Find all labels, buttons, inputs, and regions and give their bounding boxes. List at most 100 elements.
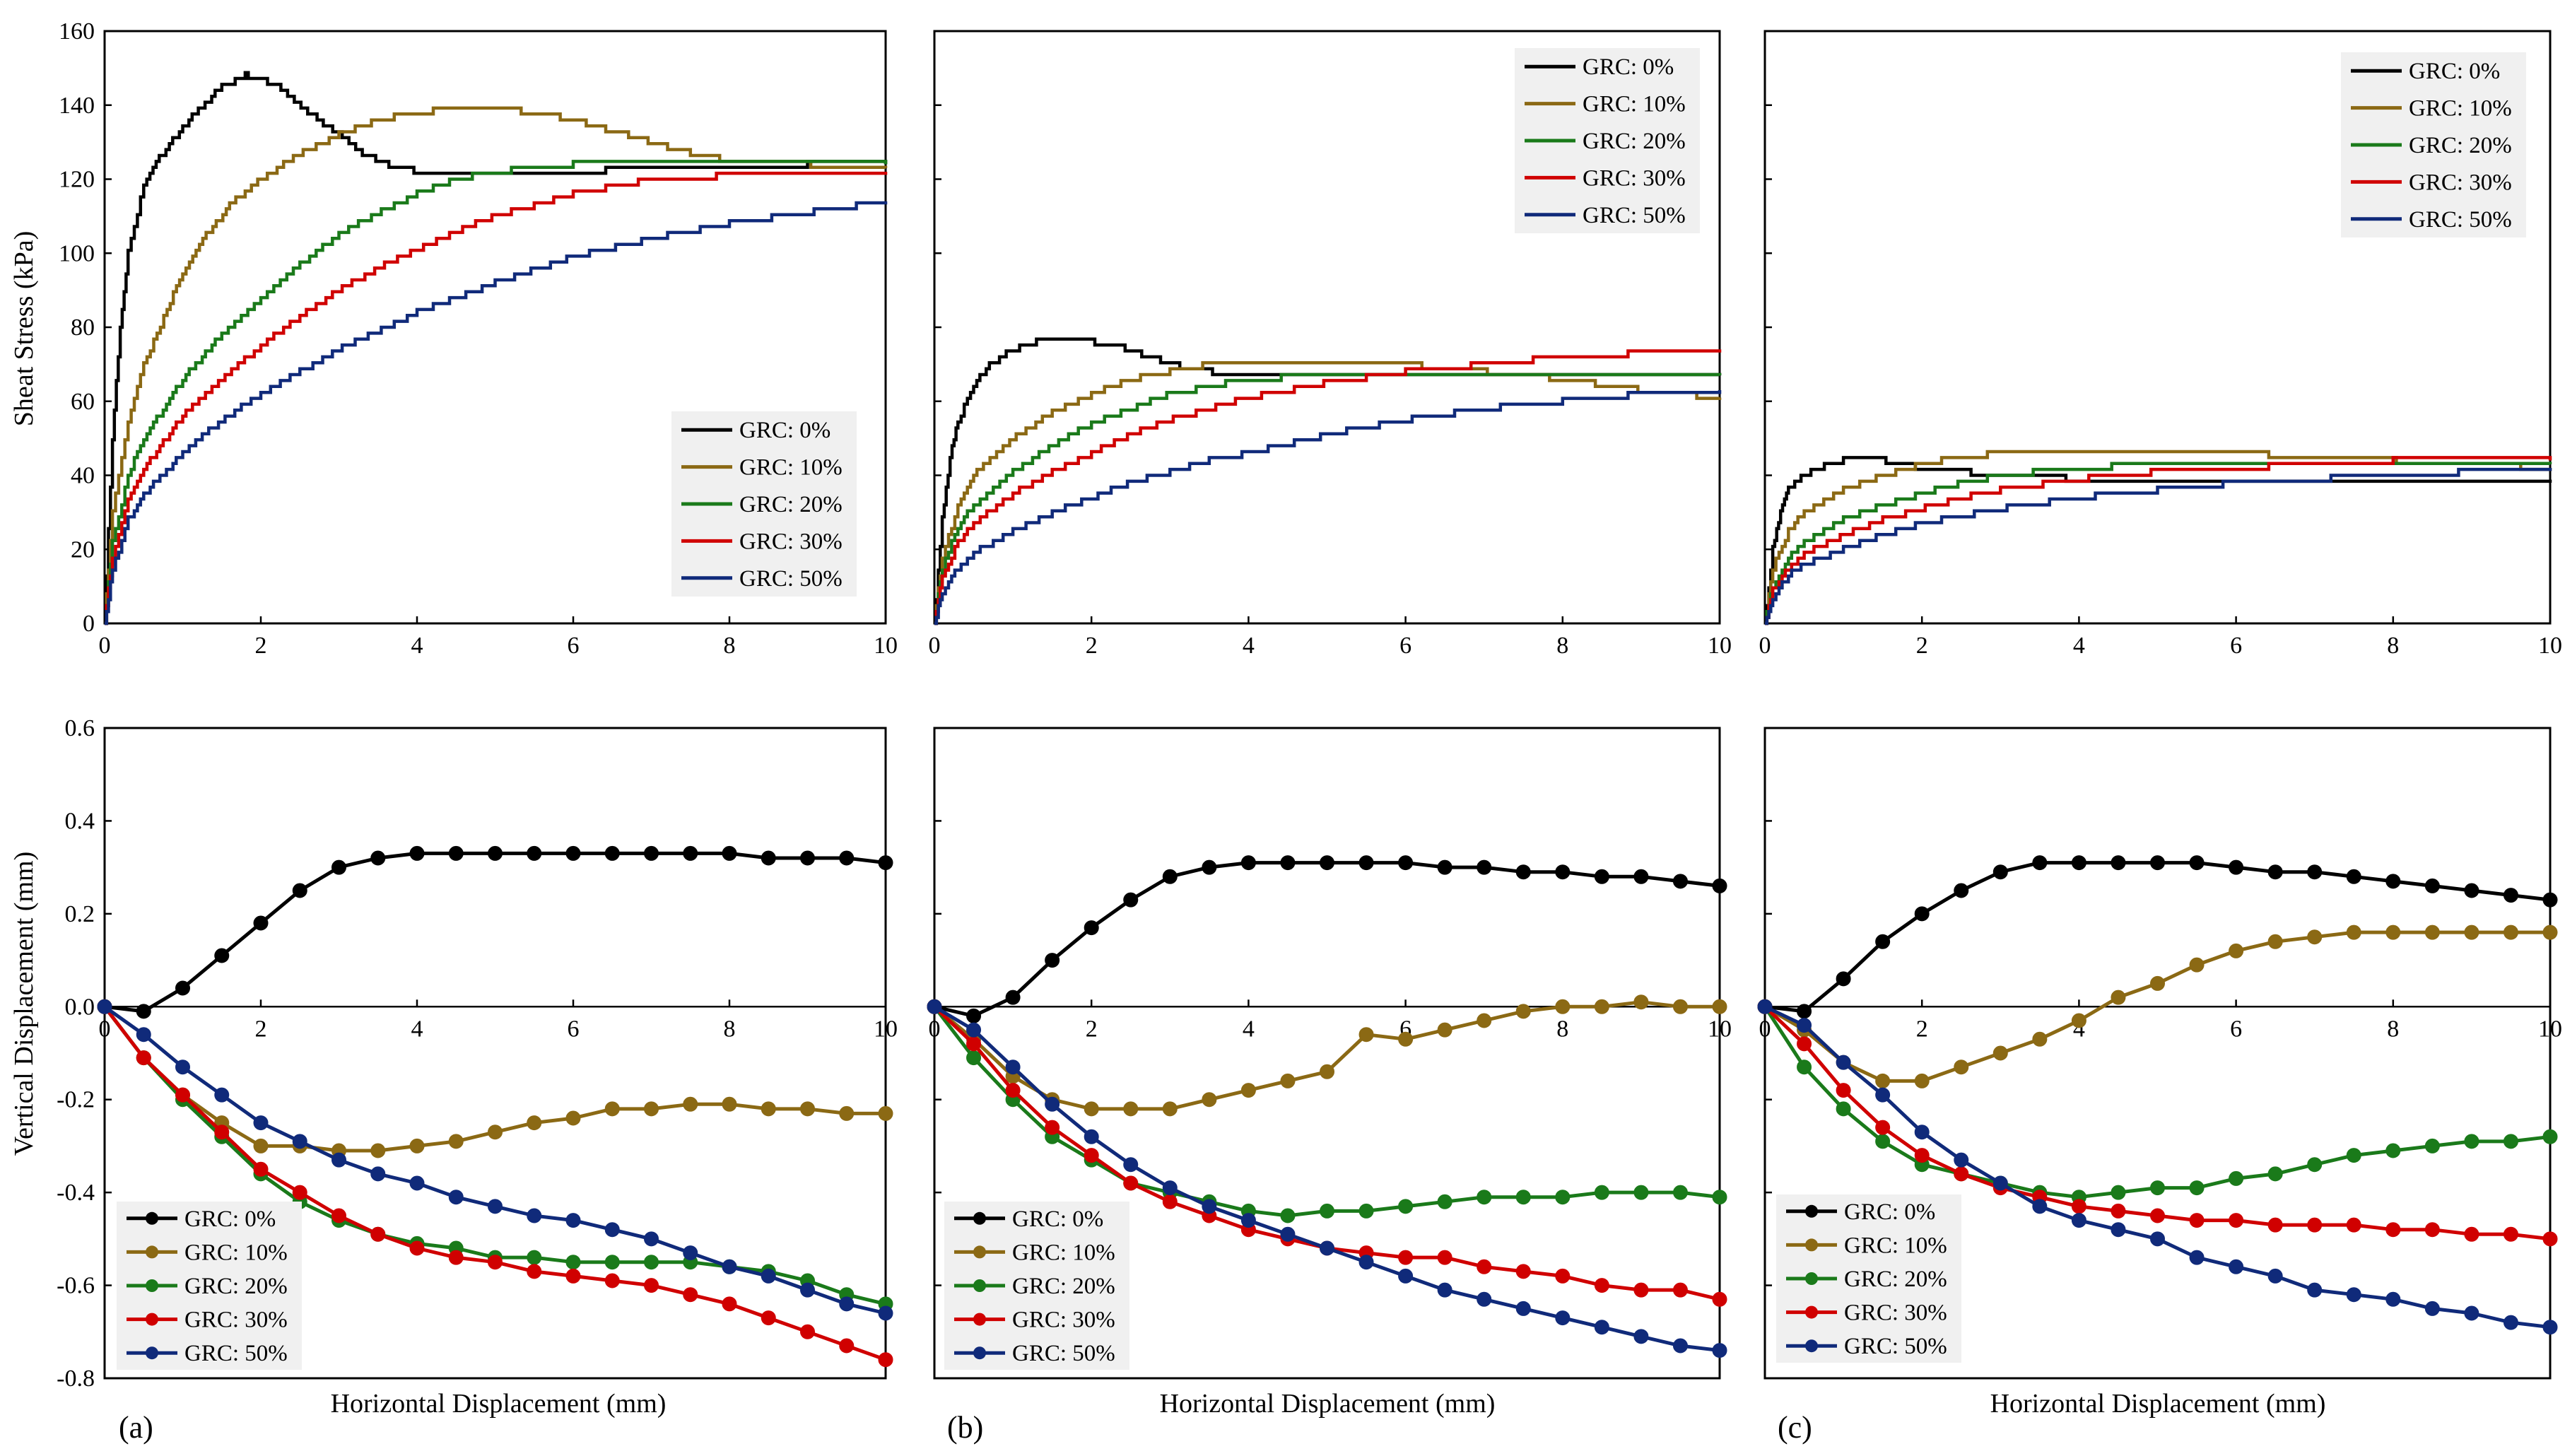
data-point [1672, 1338, 1688, 1354]
legend-marker [973, 1245, 986, 1259]
data-point [1005, 990, 1021, 1005]
data-point [565, 845, 581, 861]
series-line [1765, 456, 2552, 626]
data-point [2464, 924, 2479, 940]
data-point [1477, 1259, 1492, 1274]
data-point [1358, 1027, 1374, 1043]
data-point [253, 915, 269, 931]
data-point [136, 1004, 151, 1019]
data-point [2229, 1259, 2244, 1274]
data-point [409, 1175, 425, 1191]
data-point [448, 1134, 464, 1149]
data-point [2346, 924, 2361, 940]
legend-entry: GRC: 20% [184, 1274, 288, 1299]
data-point [175, 1059, 190, 1075]
data-point [2385, 1291, 2401, 1307]
data-point [1594, 1278, 1609, 1293]
data-point [839, 850, 855, 866]
data-point [1280, 1208, 1296, 1223]
data-point [448, 845, 464, 861]
data-point [1555, 1268, 1571, 1284]
data-point [1084, 1101, 1099, 1117]
data-point [2111, 855, 2126, 871]
plot-frame [1763, 727, 2552, 1380]
data-point [1202, 1092, 1217, 1108]
data-point [2111, 1203, 2126, 1219]
data-point [2307, 1157, 2323, 1173]
data-point [1797, 1018, 1812, 1033]
data-point [1515, 864, 1531, 880]
data-point [2229, 859, 2244, 875]
data-point [1358, 1255, 1374, 1270]
y-tick-label: 60 [71, 389, 95, 415]
data-point [966, 1022, 982, 1038]
series-line [934, 361, 1722, 626]
data-point [214, 1125, 230, 1140]
data-point [644, 845, 659, 861]
data-point [2071, 855, 2086, 871]
data-point [604, 1255, 620, 1270]
data-point [683, 1096, 698, 1112]
data-point [2032, 1199, 2048, 1214]
series-line [105, 201, 888, 626]
data-point [1162, 1101, 1178, 1117]
data-point [1594, 1185, 1609, 1200]
data-point [1954, 1059, 1969, 1075]
x-tick-label: 2 [1086, 633, 1098, 659]
legend-entry: GRC: 10% [739, 455, 843, 481]
legend-entry: GRC: 30% [739, 529, 843, 554]
data-point [2503, 924, 2518, 940]
data-point [1914, 1073, 1930, 1088]
data-point [292, 1134, 307, 1149]
data-point [1875, 934, 1891, 949]
data-point [1515, 1004, 1531, 1019]
data-point [2346, 1217, 2361, 1233]
top-y-axis-label: Sheat Stress (kPa) [9, 231, 39, 427]
data-point [1633, 1185, 1649, 1200]
data-point [214, 1087, 230, 1103]
y-tick-label: 0.2 [65, 901, 95, 927]
data-point [604, 1222, 620, 1238]
data-point [644, 1101, 659, 1117]
data-point [370, 1143, 386, 1158]
legend-marker [973, 1211, 986, 1225]
data-point [1398, 1250, 1414, 1265]
data-point [1555, 1310, 1571, 1326]
x-tick-label: 4 [411, 1016, 423, 1042]
data-point [1398, 1031, 1414, 1047]
legend-marker [146, 1211, 158, 1225]
x-tick-label: 0 [99, 1016, 111, 1042]
data-point [2032, 1031, 2048, 1047]
bottom-x-axis-label-a: Horizontal Displacement (mm) [331, 1389, 667, 1419]
data-point [1672, 1282, 1688, 1298]
data-point [722, 1296, 737, 1312]
data-point [1477, 859, 1492, 875]
data-point [1123, 1175, 1139, 1191]
data-point [1437, 1022, 1452, 1038]
x-tick-label: 4 [1243, 633, 1255, 659]
data-point [2071, 1213, 2086, 1228]
legend-entry: GRC: 30% [2409, 170, 2512, 195]
data-point [370, 850, 386, 866]
data-point [800, 850, 815, 866]
legend-entry: GRC: 20% [1583, 129, 1686, 154]
data-point [1320, 1064, 1334, 1079]
data-point [2424, 1138, 2440, 1153]
data-point [2307, 864, 2323, 880]
series-line [934, 390, 1722, 626]
data-point [448, 1190, 464, 1205]
legend-marker [1805, 1305, 1818, 1319]
x-tick-label: 6 [568, 633, 580, 659]
y-tick-label: 160 [59, 18, 95, 45]
data-point [1797, 1059, 1812, 1075]
legend-entry: GRC: 10% [2409, 96, 2512, 122]
data-point [565, 1213, 581, 1228]
data-point [1045, 1120, 1060, 1135]
series-line [1765, 462, 2552, 626]
data-point [409, 1240, 425, 1256]
legend-entry: GRC: 10% [1012, 1240, 1115, 1265]
data-point [1005, 1083, 1021, 1098]
data-point [1162, 869, 1178, 884]
data-point [1633, 1329, 1649, 1344]
